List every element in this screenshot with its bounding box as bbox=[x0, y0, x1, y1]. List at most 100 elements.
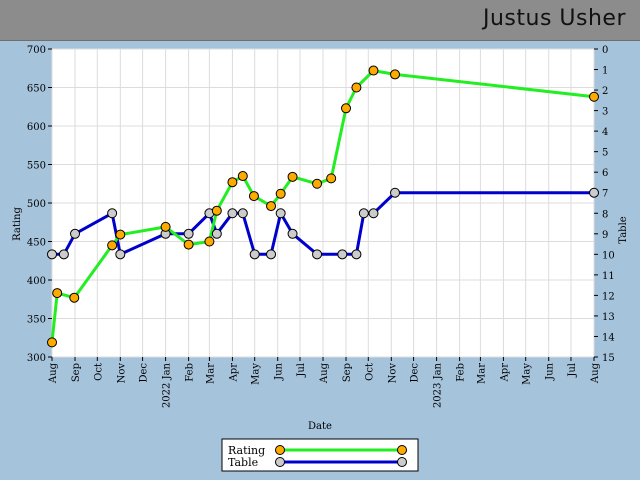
legend-marker-table bbox=[397, 457, 407, 467]
data-point-rating bbox=[69, 292, 80, 303]
y2-tick-label: 4 bbox=[602, 127, 608, 138]
data-point-table bbox=[312, 249, 323, 260]
data-point-rating bbox=[341, 103, 352, 114]
data-point-table bbox=[107, 208, 118, 219]
page-title: Justus Usher bbox=[482, 6, 626, 31]
data-point-table bbox=[390, 187, 401, 198]
data-point-table bbox=[351, 249, 362, 260]
x-tick-label: Jun bbox=[545, 362, 556, 380]
y-axis-left: 300 350 400 450 500 550 600 650 700 bbox=[27, 45, 52, 364]
data-point-table bbox=[589, 187, 599, 198]
y-tick-label: 550 bbox=[27, 161, 46, 172]
data-point-rating bbox=[211, 205, 222, 216]
x-tick-label: Mar bbox=[205, 363, 216, 384]
data-point-rating bbox=[390, 69, 401, 80]
data-point-rating bbox=[52, 288, 63, 299]
y2-tick-label: 12 bbox=[602, 291, 615, 302]
x-tick-label: Aug bbox=[319, 362, 330, 384]
data-point-rating bbox=[160, 221, 171, 232]
x-tick-label: Feb bbox=[185, 363, 196, 382]
data-point-table bbox=[211, 228, 222, 239]
legend-box bbox=[221, 438, 419, 472]
legend-label-table: Table bbox=[228, 456, 258, 469]
data-point-table bbox=[70, 228, 81, 239]
x-axis: Aug Sep Oct Nov Dec 2022 Jan Feb Mar Apr May Jun Ju… bbox=[48, 357, 601, 408]
y2-tick-label: 5 bbox=[602, 148, 608, 159]
x-tick-label: 2022 Jan bbox=[162, 362, 173, 408]
data-point-rating bbox=[589, 91, 599, 102]
y2-tick-label: 3 bbox=[602, 107, 608, 118]
x-tick-label: Nov bbox=[387, 363, 398, 384]
data-point-rating bbox=[266, 201, 277, 212]
y-tick-label: 400 bbox=[27, 276, 46, 287]
data-point-rating bbox=[107, 240, 118, 251]
x-tick-label: Mar bbox=[476, 363, 487, 384]
y-tick-label: 650 bbox=[27, 84, 46, 95]
data-point-rating bbox=[47, 337, 57, 348]
y2-tick-label: 15 bbox=[602, 353, 615, 364]
y2-tick-label: 7 bbox=[602, 189, 608, 200]
data-point-table bbox=[47, 249, 57, 260]
x-tick-label: 2023 Jan bbox=[433, 362, 444, 408]
y2-axis-label: Table bbox=[618, 216, 629, 243]
legend-label-rating: Rating bbox=[228, 444, 265, 457]
y2-tick-label: 11 bbox=[602, 271, 615, 282]
x-tick-label: Jun bbox=[274, 362, 285, 380]
x-tick-label: Nov bbox=[116, 363, 127, 384]
y2-tick-label: 10 bbox=[602, 250, 615, 261]
data-point-table bbox=[237, 208, 248, 219]
header-bar: Justus Usher bbox=[0, 0, 640, 41]
y2-tick-label: 14 bbox=[602, 332, 615, 343]
data-point-rating bbox=[183, 239, 194, 250]
data-point-table bbox=[275, 208, 286, 219]
data-point-table bbox=[183, 228, 194, 239]
data-point-table bbox=[249, 249, 260, 260]
data-point-rating bbox=[115, 229, 126, 240]
legend-marker-table bbox=[275, 457, 285, 467]
series-layer bbox=[47, 65, 599, 348]
x-tick-label: May bbox=[522, 363, 533, 385]
data-point-table bbox=[358, 208, 369, 219]
y-tick-label: 450 bbox=[27, 238, 46, 249]
x-tick-label: Dec bbox=[139, 363, 150, 383]
data-point-table bbox=[115, 249, 126, 260]
data-point-rating bbox=[312, 178, 323, 189]
y-tick-label: 600 bbox=[27, 122, 46, 133]
data-point-rating bbox=[248, 191, 259, 202]
x-tick-label: Jul bbox=[567, 363, 578, 378]
legend: Rating Table bbox=[221, 438, 419, 472]
y-axis-label: Rating bbox=[12, 207, 23, 241]
x-tick-label: Sep bbox=[342, 363, 353, 382]
y2-tick-label: 6 bbox=[602, 168, 608, 179]
y2-tick-label: 13 bbox=[602, 312, 615, 323]
data-point-rating bbox=[204, 236, 215, 247]
legend-marker-rating bbox=[397, 445, 407, 455]
data-point-table bbox=[368, 208, 379, 219]
y2-tick-label: 1 bbox=[602, 66, 608, 77]
x-tick-label: Oct bbox=[364, 363, 375, 381]
data-point-table bbox=[337, 249, 348, 260]
data-point-table bbox=[227, 208, 238, 219]
data-point-rating bbox=[287, 171, 298, 182]
data-point-rating bbox=[237, 171, 248, 182]
data-point-rating bbox=[326, 173, 337, 184]
x-tick-label: Aug bbox=[48, 362, 59, 384]
x-tick-label: May bbox=[251, 363, 262, 385]
data-point-table bbox=[58, 249, 69, 260]
y-tick-label: 350 bbox=[27, 315, 46, 326]
x-tick-label: Jul bbox=[296, 363, 307, 378]
y-tick-label: 700 bbox=[27, 45, 46, 56]
legend-marks bbox=[275, 445, 407, 467]
x-tick-label: Feb bbox=[456, 363, 467, 382]
data-point-rating bbox=[275, 188, 286, 199]
y2-tick-label: 2 bbox=[602, 86, 608, 97]
data-point-rating bbox=[227, 177, 238, 188]
data-point-table bbox=[266, 249, 277, 260]
y2-tick-label: 0 bbox=[602, 45, 608, 56]
series-line-rating bbox=[50, 69, 595, 343]
x-tick-label: Sep bbox=[71, 363, 82, 382]
y2-tick-label: 8 bbox=[602, 209, 608, 220]
y2-tick-label: 9 bbox=[602, 230, 608, 241]
data-point-rating bbox=[368, 65, 379, 76]
